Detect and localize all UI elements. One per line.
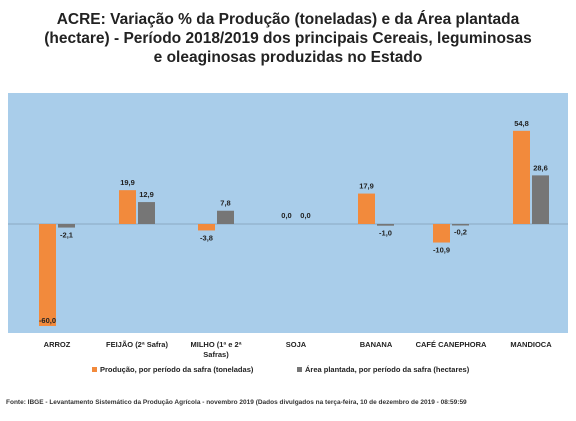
- bar-area-6: [532, 175, 549, 224]
- data-label-production-1: 19,9: [120, 178, 135, 187]
- data-label-area-1: 12,9: [139, 190, 154, 199]
- category-label-3: SOJA: [286, 340, 307, 349]
- legend-label-area: Área plantada, por período da safra (hec…: [305, 365, 470, 374]
- source-note: Fonte: IBGE - Levantamento Sistemático d…: [6, 399, 467, 406]
- chart-title: ACRE: Variação % da Produção (toneladas)…: [0, 10, 576, 67]
- category-label-0: ARROZ: [44, 340, 71, 349]
- title-line-3: e oleaginosas produzidas no Estado: [153, 49, 423, 66]
- data-label-production-6: 54,8: [514, 119, 529, 128]
- category-label-4: BANANA: [360, 340, 393, 349]
- legend-label-production: Produção, por período da safra (tonelada…: [100, 365, 254, 374]
- data-label-area-5: -0,2: [454, 227, 467, 236]
- data-label-area-4: -1,0: [379, 229, 392, 238]
- category-labels-group: ARROZ FEIJÃO (2ª Safra) MILHO (1ª e 2ª Safr…: [44, 340, 553, 359]
- category-label-2: MILHO (1ª e 2ª Safras): [191, 340, 242, 359]
- data-label-production-4: 17,9: [359, 182, 374, 191]
- data-labels-group: -60,0 -2,1 19,9 12,9 -3,8 7,8 0,0 0,0 17,9 -1,0 -1…: [39, 119, 548, 325]
- data-label-production-5: -10,9: [433, 246, 450, 255]
- plot-background: [8, 93, 568, 333]
- bar-production-2: [198, 224, 215, 231]
- bar-area-5: [452, 224, 469, 226]
- bars-group: [39, 130, 549, 326]
- legend-swatch-area: [297, 367, 302, 372]
- bar-area-4: [377, 224, 394, 226]
- bar-area-1: [138, 202, 155, 224]
- data-label-production-3: 0,0: [281, 211, 291, 220]
- category-label-5: CAFÉ CANEPHORA: [416, 340, 487, 349]
- bar-area-0: [58, 224, 75, 228]
- category-label-6: MANDIOCA: [510, 340, 552, 349]
- bar-production-4: [358, 193, 375, 224]
- data-label-area-0: -2,1: [60, 231, 73, 240]
- data-label-area-6: 28,6: [533, 163, 548, 172]
- data-label-area-3: 0,0: [300, 211, 310, 220]
- title-line-2: (hectare) - Período 2018/2019 dos princi…: [44, 30, 532, 47]
- title-line-1: ACRE: Variação % da Produção (toneladas)…: [56, 11, 520, 28]
- bar-production-5: [433, 224, 450, 243]
- bar-production-0: [39, 224, 56, 326]
- category-label-1: FEIJÃO (2ª Safra): [106, 340, 168, 349]
- legend-swatch-production: [92, 367, 97, 372]
- legend: Produção, por período da safra (tonelada…: [92, 365, 470, 374]
- data-label-production-2: -3,8: [200, 233, 213, 242]
- data-label-area-2: 7,8: [220, 199, 230, 208]
- data-label-production-0: -60,0: [39, 316, 56, 325]
- bar-area-2: [217, 210, 234, 224]
- bar-production-6: [513, 130, 530, 224]
- bar-production-1: [119, 190, 136, 224]
